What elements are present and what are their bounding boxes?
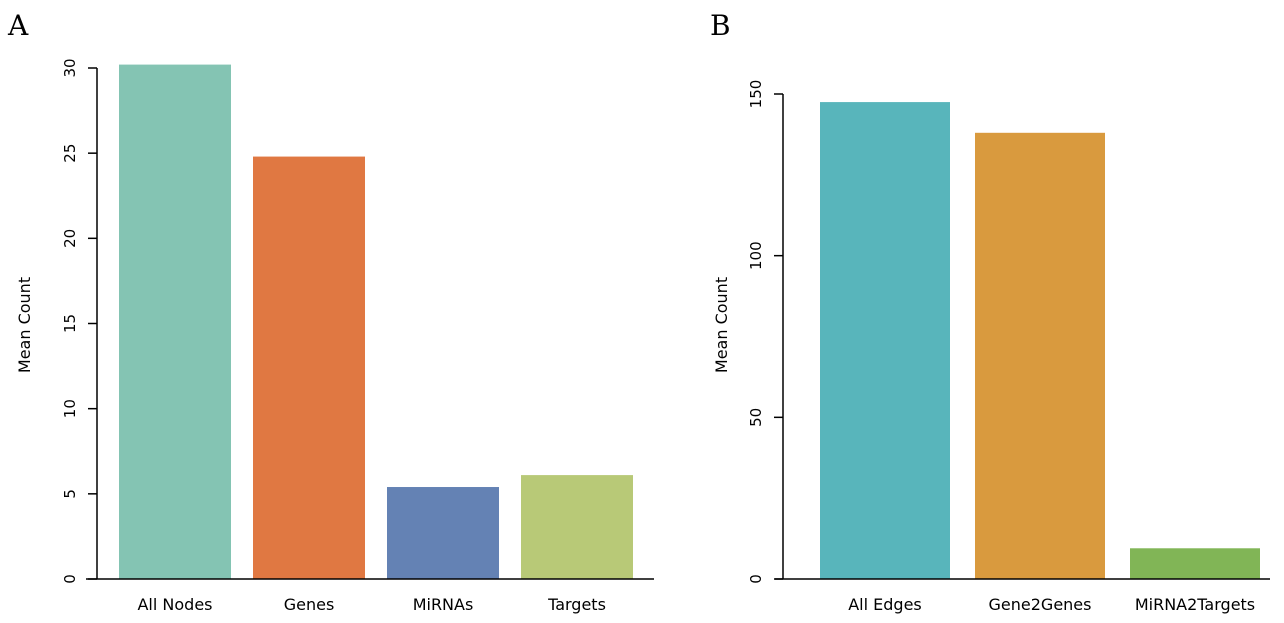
x-categories-a: All Nodes Genes MiRNAs Targets	[137, 595, 605, 614]
y-tick-label-b-150: 150	[747, 80, 765, 109]
y-tick-label-b-0: 0	[747, 574, 765, 584]
y-tick-label-b-100: 100	[747, 241, 765, 270]
y-tick-label-a-20: 20	[61, 229, 79, 248]
y-axis-b: 0 50 100 150	[747, 80, 1270, 584]
category-label-a-0: All Nodes	[137, 595, 212, 614]
bar-b-2	[1130, 548, 1260, 579]
panel-letter-a: A	[7, 9, 29, 42]
y-tick-label-a-5: 5	[61, 489, 79, 499]
bars-a	[119, 64, 633, 580]
bars-b	[820, 102, 1260, 580]
category-label-b-1: Gene2Genes	[989, 595, 1092, 614]
y-tick-label-a-10: 10	[61, 399, 79, 418]
panel-letter-b: B	[710, 9, 731, 42]
y-tick-label-a-25: 25	[61, 144, 79, 163]
category-label-a-2: MiRNAs	[413, 595, 474, 614]
y-tick-label-a-15: 15	[61, 314, 79, 333]
category-label-a-3: Targets	[547, 595, 606, 614]
panel-b: B Mean Count 0 50 100 150 All Edges Gene2Gen…	[710, 9, 1270, 614]
bar-a-2	[387, 487, 499, 579]
category-label-b-0: All Edges	[848, 595, 922, 614]
bar-a-1	[253, 156, 365, 579]
y-tick-label-a-30: 30	[61, 58, 79, 77]
category-label-a-1: Genes	[284, 595, 335, 614]
category-label-b-2: MiRNA2Targets	[1135, 595, 1255, 614]
bar-b-0	[820, 102, 950, 579]
bar-a-3	[521, 475, 633, 579]
y-tick-label-a-0: 0	[61, 574, 79, 584]
y-axis-label-b: Mean Count	[712, 277, 731, 373]
panel-a: A Mean Count 0 5 10 15 20 25 30 All Nodes Genes…	[7, 9, 654, 614]
bar-a-0	[119, 64, 231, 580]
y-axis-a: 0 5 10 15 20 25 30	[61, 58, 654, 584]
bar-b-1	[975, 132, 1105, 580]
y-tick-label-b-50: 50	[747, 408, 765, 427]
x-categories-b: All Edges Gene2Genes MiRNA2Targets	[848, 595, 1255, 614]
y-axis-label-a: Mean Count	[15, 277, 34, 373]
